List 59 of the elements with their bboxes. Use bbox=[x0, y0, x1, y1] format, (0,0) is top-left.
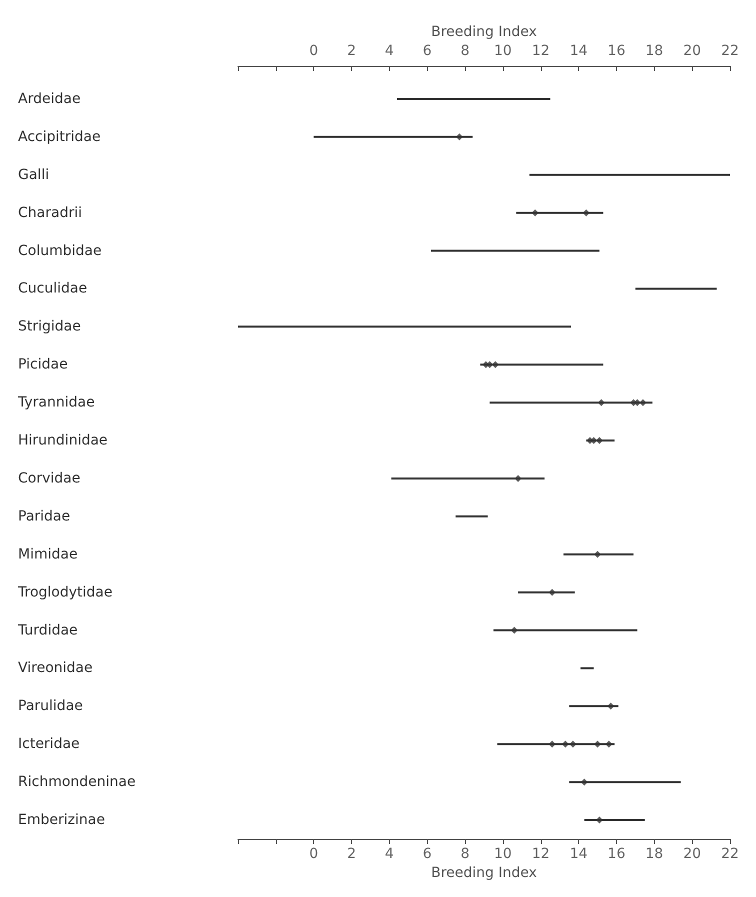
x-tick-label: 16 bbox=[608, 846, 626, 862]
x-tick-label: 12 bbox=[532, 846, 550, 862]
bar bbox=[396, 98, 550, 100]
x2-tick-label: 0 bbox=[309, 43, 318, 59]
y-tick-label: Ardeidae bbox=[18, 90, 81, 107]
bar bbox=[529, 174, 730, 176]
bar bbox=[580, 667, 594, 670]
x2-tick-label: 8 bbox=[460, 43, 470, 59]
y-tick-label: Paridae bbox=[18, 508, 70, 524]
x2-tick-label: 10 bbox=[494, 43, 512, 59]
y-tick-label: Mimidae bbox=[18, 546, 78, 562]
x-tick-label: 6 bbox=[422, 846, 432, 862]
bar bbox=[456, 515, 488, 518]
x2-tick-label: 20 bbox=[683, 43, 702, 59]
y-tick-label: Strigidae bbox=[18, 318, 81, 335]
bar bbox=[569, 781, 681, 784]
y-tick-label: Charadrii bbox=[18, 204, 82, 221]
bar bbox=[563, 553, 634, 556]
y-tick-label: Emberizinae bbox=[18, 812, 105, 828]
y-tick-label: Vireonidae bbox=[18, 660, 93, 676]
x-tick-label: 0 bbox=[309, 846, 318, 862]
y-tick-label: Troglodytidae bbox=[17, 584, 112, 600]
y-tick-label: Corvidae bbox=[18, 470, 80, 486]
bar bbox=[518, 591, 575, 594]
x-tick-label: 14 bbox=[570, 846, 588, 862]
bar bbox=[431, 250, 600, 252]
y-tick-label: Turdidae bbox=[17, 622, 78, 638]
x2-tick-label: 12 bbox=[532, 43, 550, 59]
bar bbox=[238, 326, 572, 328]
bar bbox=[493, 629, 638, 632]
bar bbox=[391, 477, 545, 480]
y-tick-label: Hirundinidae bbox=[18, 432, 108, 449]
x-tick-label: 22 bbox=[721, 846, 739, 862]
x2-tick-label: 6 bbox=[422, 43, 432, 59]
x2-tick-label: 16 bbox=[608, 43, 626, 59]
x2-tick-label: 18 bbox=[645, 43, 664, 59]
bar bbox=[635, 288, 717, 290]
y-tick-label: Richmondeninae bbox=[18, 774, 136, 790]
x-tick-label: 20 bbox=[683, 846, 702, 862]
x2-tick-label: 2 bbox=[347, 43, 356, 59]
x-tick-label: 2 bbox=[347, 846, 356, 862]
y-tick-label: Galli bbox=[18, 166, 50, 183]
y-tick-label: Tyrannidae bbox=[17, 394, 95, 411]
y-tick-label: Picidae bbox=[18, 356, 68, 373]
x-tick-label: 10 bbox=[494, 846, 512, 862]
x2-tick-label: 22 bbox=[721, 43, 739, 59]
x-tick-label: 4 bbox=[384, 846, 394, 862]
x-axis-title: Breeding Index bbox=[431, 864, 537, 881]
x2-axis-title: Breeding Index bbox=[431, 24, 537, 40]
y-tick-label: Parulidae bbox=[18, 698, 83, 714]
x-tick-label: 18 bbox=[645, 846, 664, 862]
x-tick-label: 8 bbox=[460, 846, 470, 862]
x2-tick-label: 4 bbox=[384, 43, 394, 59]
y-tick-label: Columbidae bbox=[18, 242, 102, 259]
y-tick-label: Icteridae bbox=[18, 736, 80, 752]
y-tick-label: Cuculidae bbox=[18, 280, 88, 297]
y-tick-label: Accipitridae bbox=[18, 128, 101, 145]
bar bbox=[584, 819, 645, 822]
x2-tick-label: 14 bbox=[570, 43, 588, 59]
